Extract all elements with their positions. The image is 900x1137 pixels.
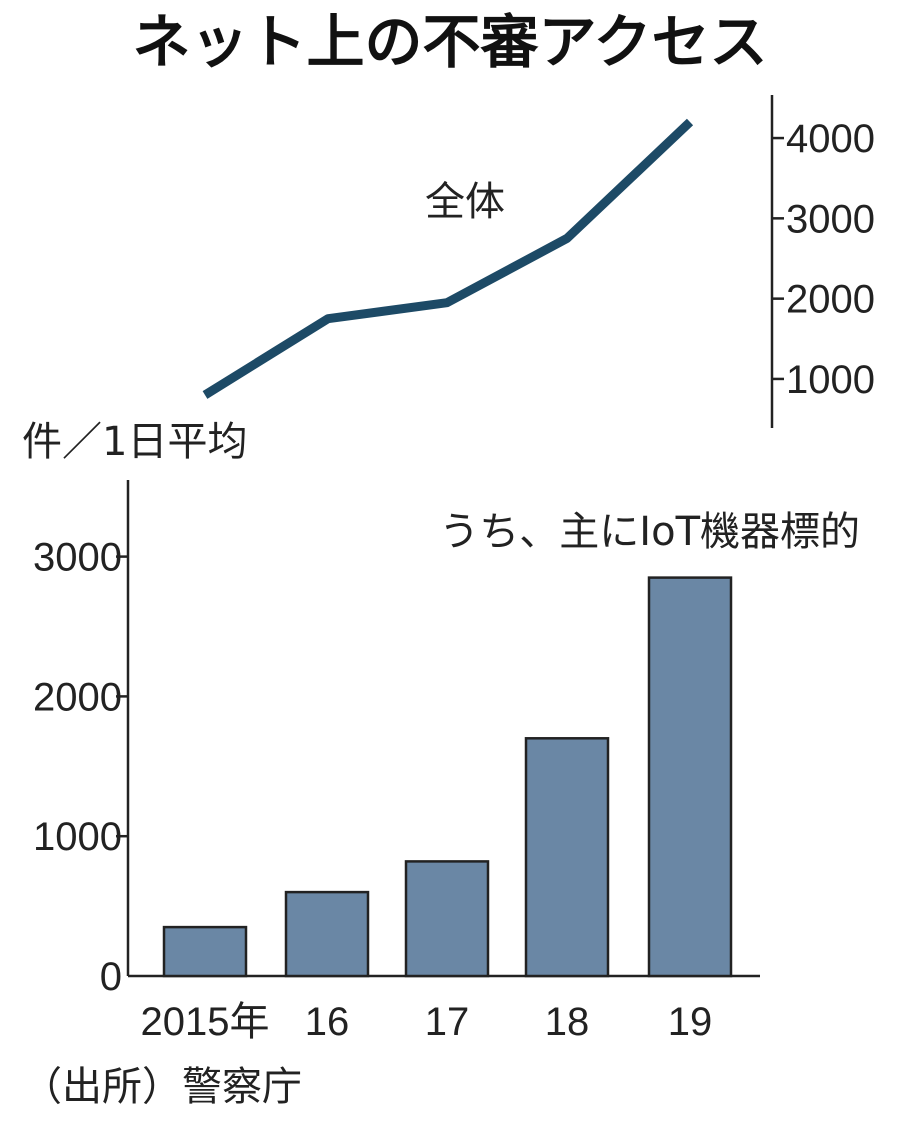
x-tick-label: 19 [668,1000,713,1044]
chart-title: ネット上の不審アクセス [132,8,767,76]
x-tick-label: 2015年 [141,1000,270,1044]
bar-2 [404,860,490,978]
line-y-tick-label: 2000 [786,278,875,322]
bar-y-tick-label: 3000 [33,536,122,580]
line-y-tick-label: 4000 [786,117,875,161]
bar-y-tick-label: 1000 [33,815,122,859]
bar-y-tick-label: 2000 [33,675,122,719]
x-tick-label: 16 [305,1000,350,1044]
bar-y-tick-label: 0 [100,955,122,999]
source-note: （出所）警察庁 [22,1064,302,1110]
bar-0 [162,925,248,978]
bar-4 [647,576,733,978]
line-chart-panel: 全体 1000 2000 3000 4000 [202,95,875,428]
x-tick-label: 17 [425,1000,470,1044]
line-series-label: 全体 [425,179,505,225]
bar-chart-panel: うち、主にIoT機器標的 0 1000 2000 3000 2015年 16 17 18 19 [33,480,860,1044]
line-series-total [202,118,694,399]
bar-series-label: うち、主にIoT機器標的 [439,509,860,555]
bar-3 [524,737,610,978]
line-y-tick-label: 1000 [786,358,875,402]
bar-1 [284,890,370,978]
line-y-tick-label: 3000 [786,197,875,241]
x-tick-label: 18 [545,1000,590,1044]
unit-label: 件／1日平均 [22,419,247,465]
